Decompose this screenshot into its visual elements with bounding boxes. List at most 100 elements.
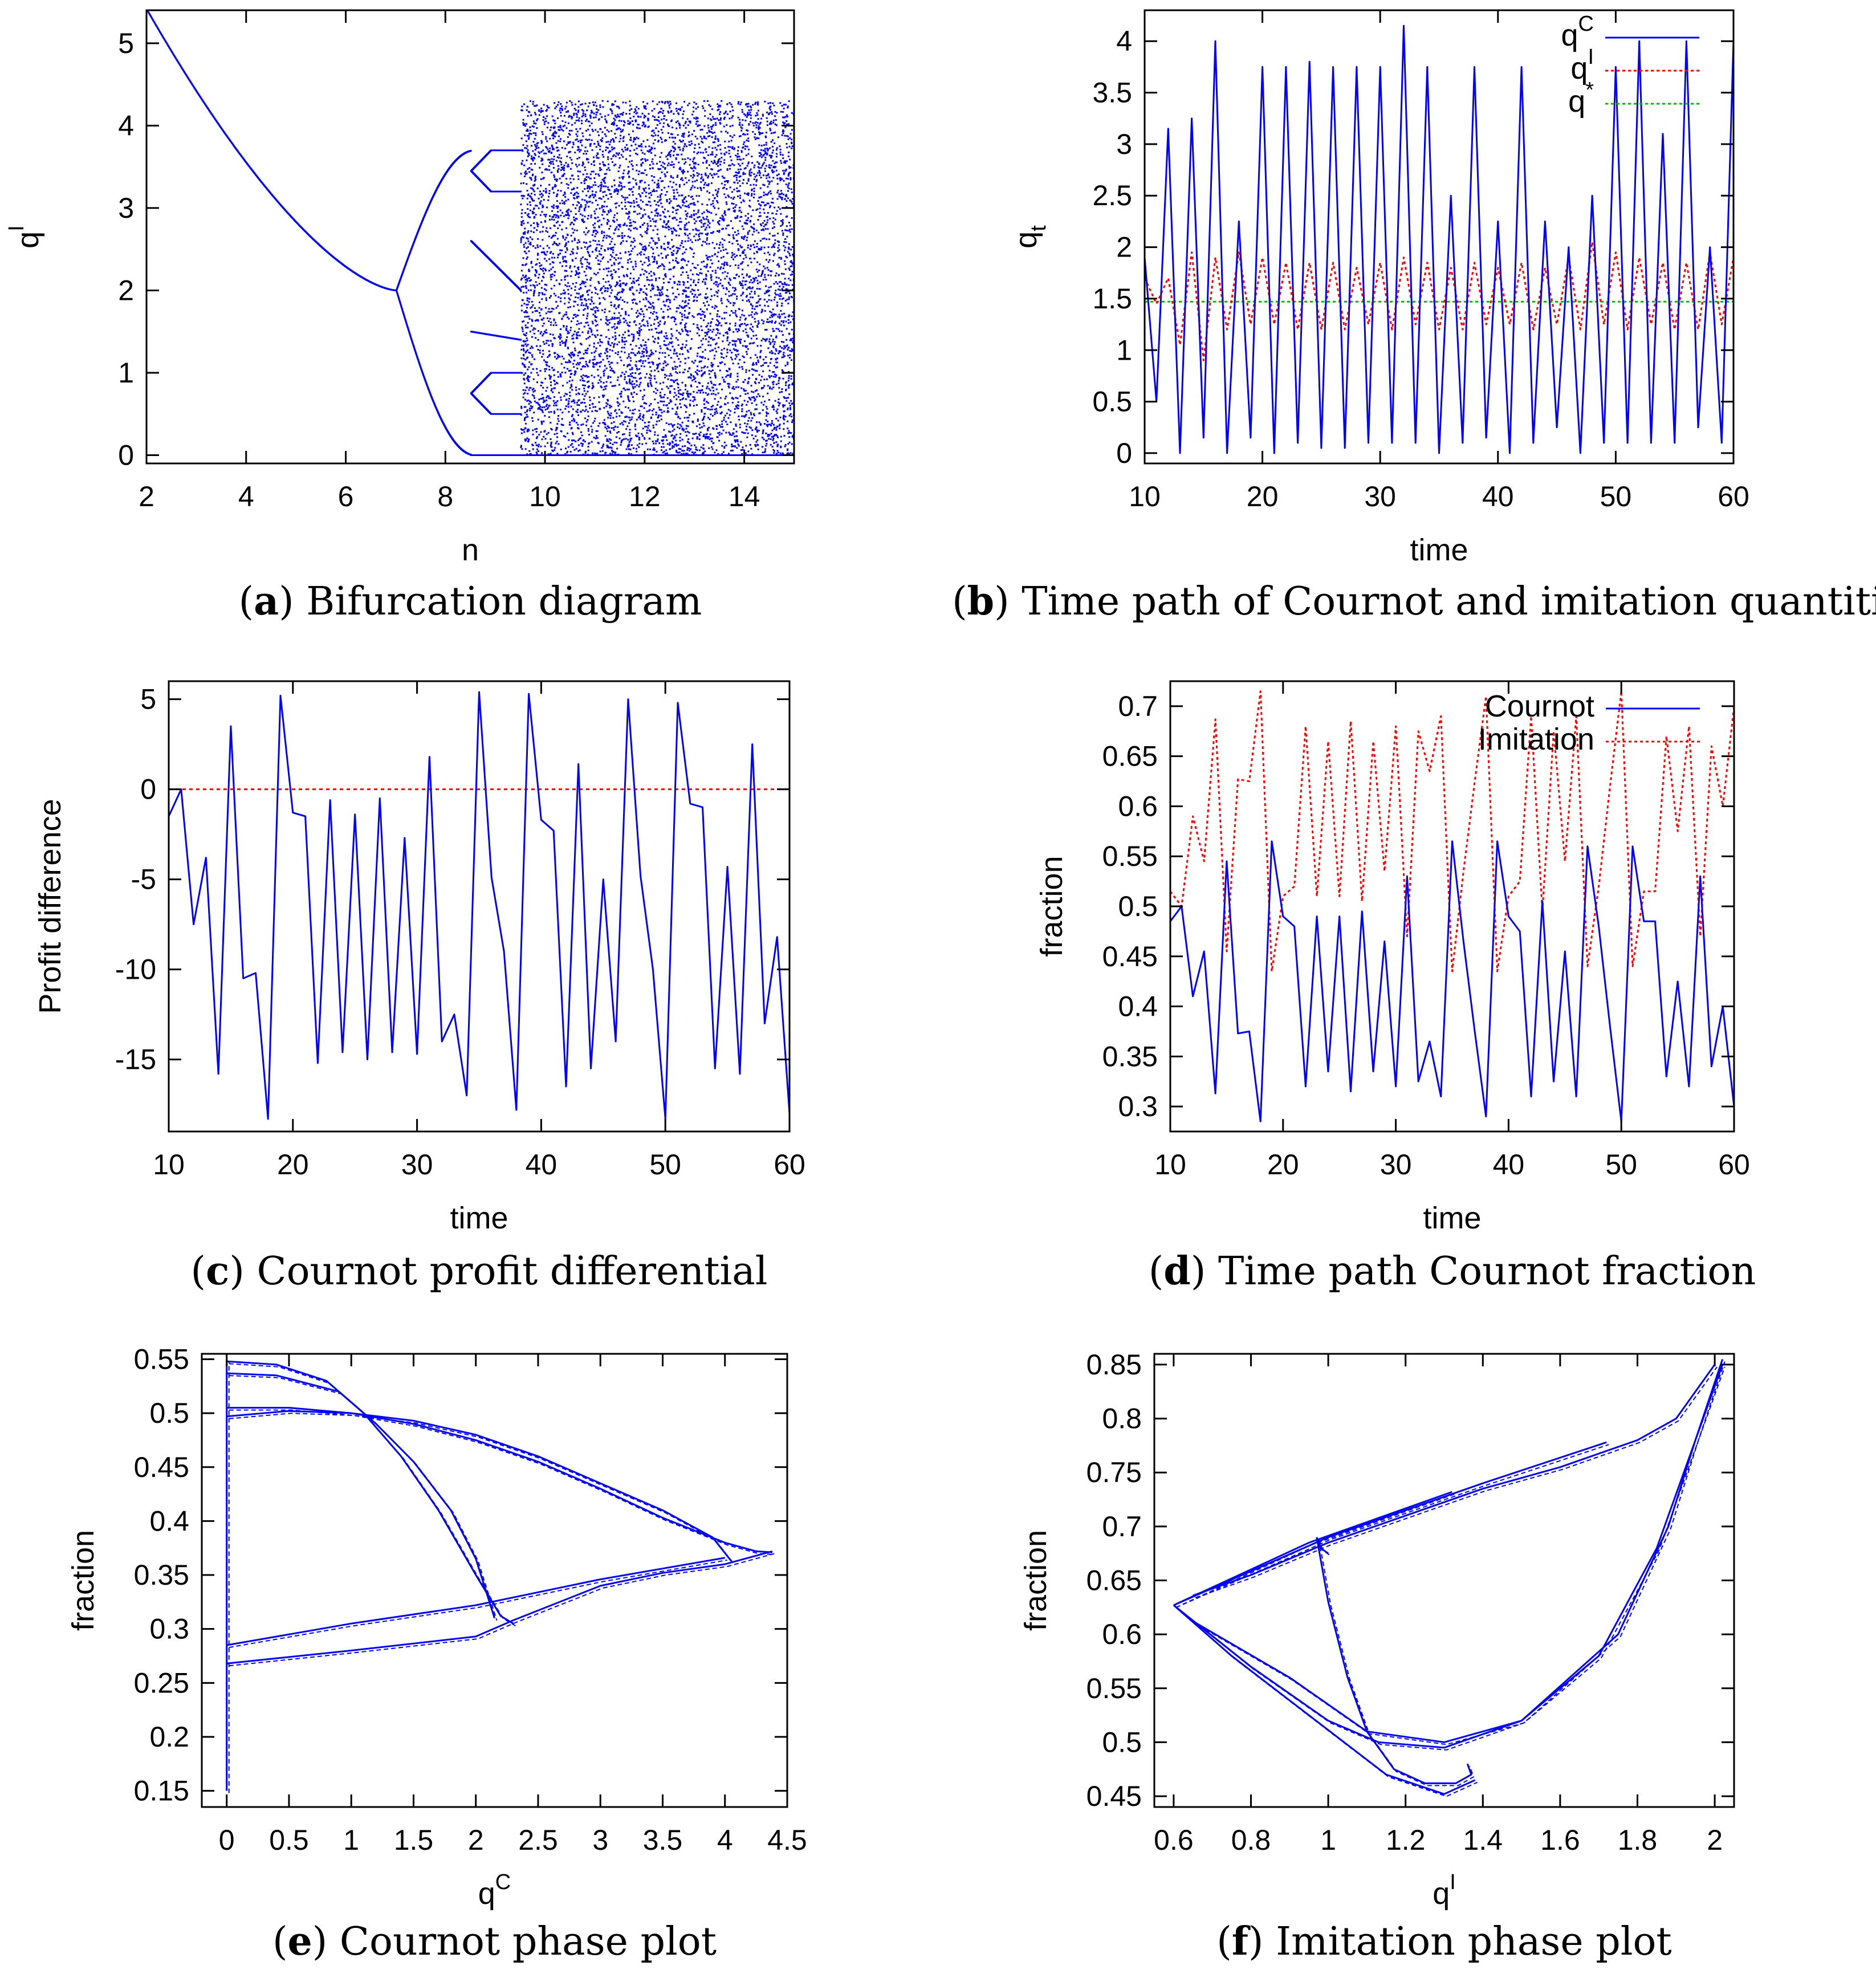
panel-d: 10 20 30 40 50 60 0.3 0.35 0.4 0.45 0.5 0.55 0.6 0.65… bbox=[1035, 680, 1756, 1294]
y-tick-label-f-3: 0.6 bbox=[1102, 1618, 1142, 1650]
y-tick-label-c-1: 0 bbox=[140, 774, 156, 805]
y-axis-label-d: fraction bbox=[1035, 856, 1069, 957]
x-tick-label-d-0: 10 bbox=[1154, 1149, 1186, 1181]
series-strand-e-4 bbox=[229, 1409, 734, 1564]
x-tick-label-e-8: 4 bbox=[717, 1824, 733, 1856]
x-tick-label-a-5: 12 bbox=[629, 481, 661, 512]
y-tick-label-d-5: 0.55 bbox=[1102, 840, 1158, 872]
y-tick-label-e-1: 0.2 bbox=[149, 1721, 189, 1753]
x-axis-label-c: time bbox=[450, 1201, 508, 1235]
legend-label-b-0: qC bbox=[1561, 12, 1594, 52]
x-tick-label-d-1: 20 bbox=[1267, 1149, 1299, 1181]
x-tick-label-b-5: 60 bbox=[1718, 481, 1749, 512]
y-axis-label-c: Profit difference bbox=[33, 799, 67, 1014]
legend-label-b-2: q* bbox=[1568, 78, 1594, 119]
y-tick-label-f-1: 0.5 bbox=[1102, 1726, 1142, 1758]
x-tick-label-f-2: 1 bbox=[1320, 1824, 1336, 1856]
y-tick-label-b-0: 0 bbox=[1116, 437, 1132, 469]
x-tick-label-b-3: 40 bbox=[1482, 481, 1514, 512]
plot-area-d bbox=[1170, 690, 1734, 1122]
y-tick-label-d-6: 0.6 bbox=[1118, 790, 1158, 822]
series-strand-f-2 bbox=[1175, 1607, 1478, 1797]
x-tick-label-b-4: 50 bbox=[1600, 481, 1632, 512]
x-tick-label-f-4: 1.4 bbox=[1463, 1824, 1503, 1856]
x-tick-label-a-2: 6 bbox=[338, 481, 354, 512]
panel-f: 0.6 0.8 1 1.2 1.4 1.6 1.8 2 0.45 0.5 0.55 0.6 0.65 0.… bbox=[1019, 1349, 1735, 1964]
y-tick-label-a-3: 3 bbox=[118, 192, 134, 224]
y-tick-label-d-7: 0.65 bbox=[1102, 740, 1158, 772]
x-tick-label-f-7: 2 bbox=[1707, 1824, 1723, 1856]
x-tick-label-d-5: 60 bbox=[1718, 1149, 1750, 1181]
y-tick-label-e-2: 0.25 bbox=[134, 1667, 189, 1699]
series-line-b-0 bbox=[1145, 25, 1733, 454]
x-tick-label-f-0: 0.6 bbox=[1154, 1824, 1194, 1856]
series-line-f-5 bbox=[1316, 1537, 1329, 1554]
y-tick-label-f-8: 0.85 bbox=[1086, 1349, 1142, 1381]
y-tick-label-e-6: 0.45 bbox=[134, 1451, 189, 1483]
series-strand-f-5 bbox=[1318, 1539, 1331, 1557]
x-tick-label-b-0: 10 bbox=[1129, 481, 1161, 512]
y-tick-label-b-2: 1 bbox=[1116, 334, 1132, 366]
series-line-b-1 bbox=[1145, 241, 1733, 361]
series-line-f-7 bbox=[1196, 1364, 1724, 1743]
y-axis-label-e: fraction bbox=[66, 1530, 100, 1631]
y-tick-label-f-7: 0.8 bbox=[1102, 1403, 1142, 1435]
x-tick-label-a-1: 4 bbox=[238, 481, 254, 512]
caption-a: (a) Bifurcation diagram bbox=[239, 579, 702, 624]
series-strand-f-6 bbox=[1195, 1366, 1718, 1598]
x-tick-label-f-5: 1.6 bbox=[1540, 1824, 1580, 1856]
x-tick-label-a-0: 2 bbox=[139, 481, 154, 512]
plot-frame-b bbox=[1143, 9, 1735, 465]
series-strand-f-3 bbox=[1175, 1444, 1609, 1608]
x-tick-label-a-6: 14 bbox=[729, 481, 760, 512]
x-tick-label-d-3: 40 bbox=[1493, 1149, 1525, 1181]
y-tick-label-c-0: 5 bbox=[140, 683, 156, 715]
y-tick-label-d-4: 0.5 bbox=[1118, 890, 1158, 922]
series-strand-e-0 bbox=[229, 1413, 775, 1556]
series-strand-e-5 bbox=[229, 1375, 498, 1621]
x-axis-label-a: n bbox=[462, 533, 479, 567]
caption-b: (b) Time path of Cournot and imitation q… bbox=[952, 579, 1876, 624]
x-tick-label-c-0: 10 bbox=[153, 1149, 185, 1181]
plot-area-c bbox=[169, 691, 790, 1120]
plot-frame-c bbox=[168, 680, 791, 1133]
y-tick-label-e-0: 0.15 bbox=[134, 1775, 189, 1807]
y-tick-label-f-2: 0.55 bbox=[1086, 1672, 1142, 1704]
x-tick-label-b-2: 30 bbox=[1364, 481, 1396, 512]
series-strand-e-3 bbox=[229, 1559, 727, 1649]
x-axis-label-b: time bbox=[1410, 533, 1468, 567]
y-tick-label-b-1: 0.5 bbox=[1092, 386, 1132, 418]
series-strand-f-4 bbox=[1175, 1493, 1455, 1608]
x-tick-label-f-6: 1.8 bbox=[1618, 1824, 1658, 1856]
y-axis-label-b: qt bbox=[1009, 225, 1051, 249]
x-tick-label-f-3: 1.2 bbox=[1386, 1824, 1426, 1856]
x-tick-label-e-7: 3.5 bbox=[643, 1824, 683, 1856]
y-tick-label-b-5: 2.5 bbox=[1092, 180, 1132, 211]
y-tick-label-c-2: -5 bbox=[131, 864, 156, 896]
y-tick-label-f-0: 0.45 bbox=[1086, 1780, 1142, 1812]
y-tick-label-b-4: 2 bbox=[1116, 231, 1132, 263]
y-tick-label-e-4: 0.35 bbox=[134, 1559, 189, 1591]
x-tick-label-e-4: 2 bbox=[468, 1824, 484, 1856]
plot-frame-a bbox=[145, 9, 795, 465]
y-tick-label-c-4: -15 bbox=[115, 1044, 156, 1076]
y-tick-label-a-5: 5 bbox=[118, 27, 134, 59]
x-tick-label-d-2: 30 bbox=[1380, 1149, 1412, 1181]
series-line-d-1 bbox=[1170, 690, 1734, 972]
x-tick-label-c-1: 20 bbox=[277, 1149, 309, 1181]
y-tick-label-d-2: 0.4 bbox=[1118, 991, 1158, 1023]
series-line-d-0 bbox=[1170, 840, 1734, 1122]
series-line-e-4 bbox=[226, 1407, 732, 1562]
plot-frame-d bbox=[1169, 680, 1735, 1133]
series-line-f-6 bbox=[1193, 1364, 1716, 1597]
y-tick-label-f-6: 0.75 bbox=[1086, 1456, 1142, 1488]
plot-frame-e bbox=[201, 1353, 788, 1808]
y-tick-label-a-2: 2 bbox=[118, 274, 134, 306]
bifurcation-points bbox=[147, 10, 794, 456]
series-strand-f-1 bbox=[1318, 1539, 1475, 1786]
y-tick-label-c-3: -10 bbox=[115, 954, 156, 986]
series-strand-e-2 bbox=[229, 1553, 775, 1667]
